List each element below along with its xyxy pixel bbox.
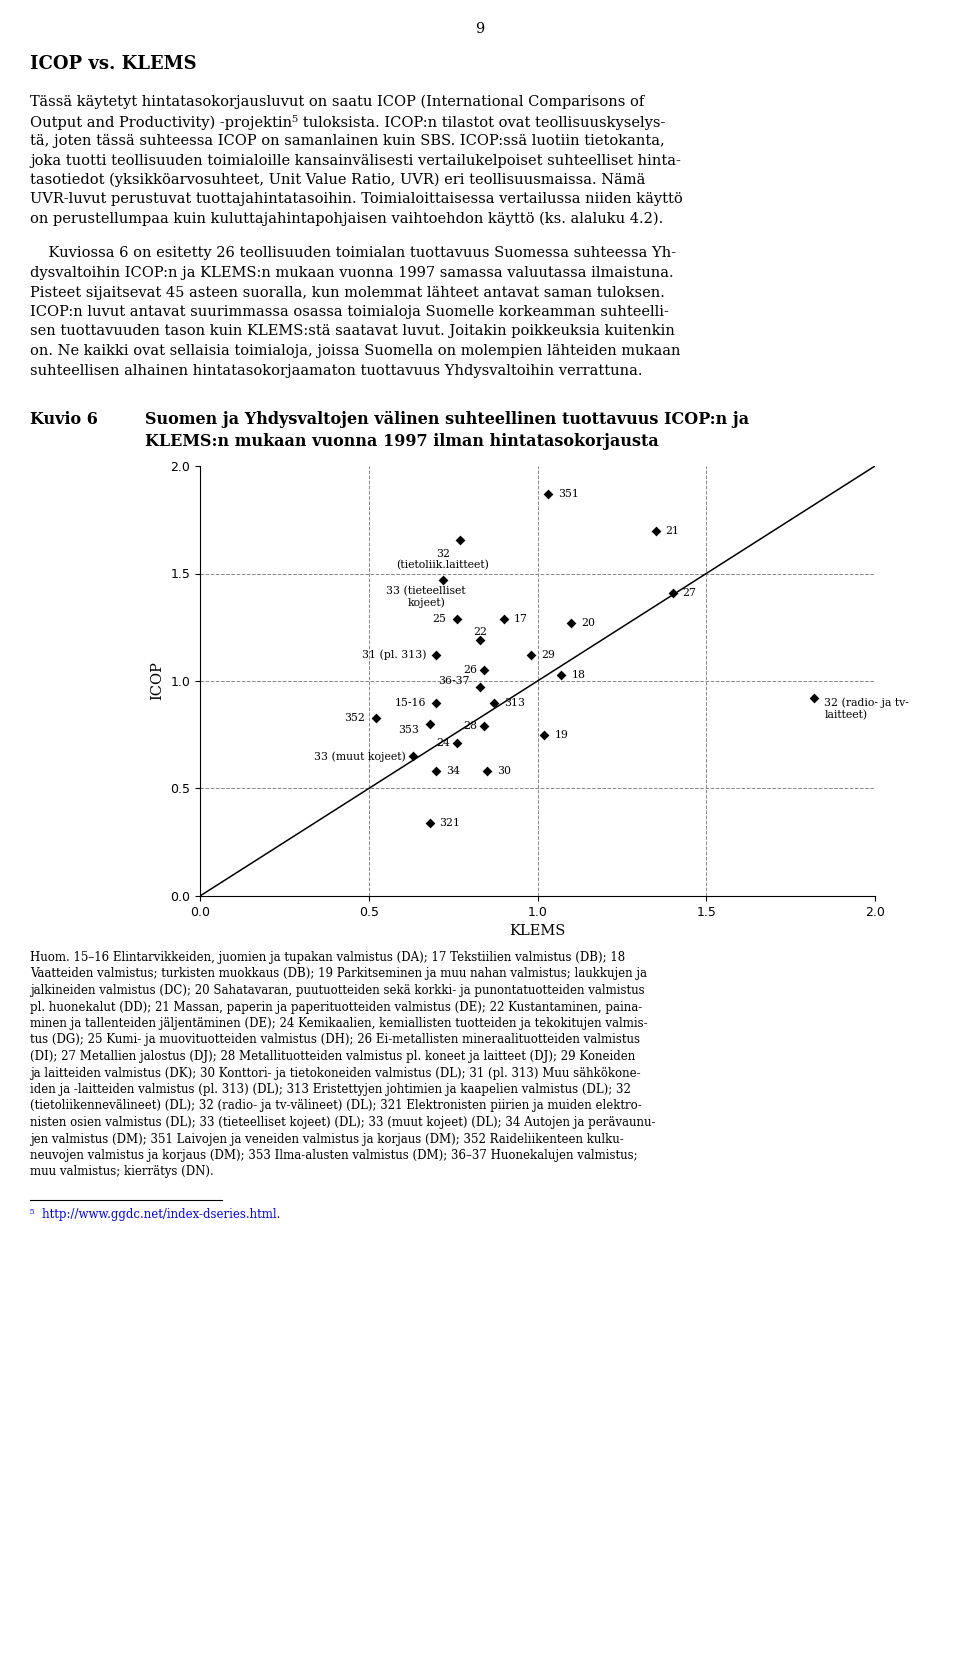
Text: Pisteet sijaitsevat 45 asteen suoralla, kun molemmat lähteet antavat saman tulok: Pisteet sijaitsevat 45 asteen suoralla, …	[30, 286, 665, 299]
Text: ja laitteiden valmistus (DK); 30 Konttori- ja tietokoneiden valmistus (DL); 31 (: ja laitteiden valmistus (DK); 30 Konttor…	[30, 1066, 640, 1079]
Y-axis label: ICOP: ICOP	[151, 662, 165, 700]
Text: 32
(tietoliik.laitteet): 32 (tietoliik.laitteet)	[396, 548, 490, 570]
Point	[564, 610, 579, 637]
Point	[472, 673, 488, 700]
Text: Suomen ja Yhdysvaltojen välinen suhteellinen tuottavuus ICOP:n ja
KLEMS:n mukaan: Suomen ja Yhdysvaltojen välinen suhteell…	[145, 411, 749, 449]
Point	[421, 710, 437, 737]
Point	[523, 642, 539, 668]
Point	[479, 759, 494, 785]
Point	[540, 481, 555, 508]
Text: 18: 18	[571, 670, 586, 680]
Text: 21: 21	[665, 525, 680, 535]
Text: 353: 353	[398, 725, 420, 735]
Text: 352: 352	[345, 712, 366, 722]
Point	[486, 688, 501, 715]
Text: muu valmistus; kierrätys (DN).: muu valmistus; kierrätys (DN).	[30, 1165, 214, 1178]
Text: 22: 22	[473, 627, 487, 637]
Text: jen valmistus (DM); 351 Laivojen ja veneiden valmistus ja korjaus (DM); 352 Raid: jen valmistus (DM); 351 Laivojen ja vene…	[30, 1133, 624, 1146]
Text: 19: 19	[554, 730, 568, 740]
Text: ⁵  http://www.ggdc.net/index-dseries.html.: ⁵ http://www.ggdc.net/index-dseries.html…	[30, 1208, 280, 1222]
Text: tä, joten tässä suhteessa ICOP on samanlainen kuin SBS. ICOP:ssä luotiin tietoka: tä, joten tässä suhteessa ICOP on samanl…	[30, 134, 664, 149]
Text: Tässä käytetyt hintatasokorjausluvut on saatu ICOP (International Comparisons of: Tässä käytetyt hintatasokorjausluvut on …	[30, 95, 644, 109]
Text: on. Ne kaikki ovat sellaisia toimialoja, joissa Suomella on molempien lähteiden : on. Ne kaikki ovat sellaisia toimialoja,…	[30, 344, 681, 358]
Text: 24: 24	[436, 739, 449, 749]
Text: 33 (muut kojeet): 33 (muut kojeet)	[314, 750, 406, 762]
Text: joka tuotti teollisuuden toimialoille kansainvälisesti vertailukelpoiset suhteel: joka tuotti teollisuuden toimialoille ka…	[30, 154, 681, 167]
Text: suhteellisen alhainen hintatasokorjaamaton tuottavuus Yhdysvaltoihin verrattuna.: suhteellisen alhainen hintatasokorjaamat…	[30, 364, 642, 378]
Text: on perustellumpaa kuin kuluttajahintapohjaisen vaihtoehdon käyttö (ks. alaluku 4: on perustellumpaa kuin kuluttajahintapoh…	[30, 212, 663, 226]
Text: pl. huonekalut (DD); 21 Massan, paperin ja paperituotteiden valmistus (DE); 22 K: pl. huonekalut (DD); 21 Massan, paperin …	[30, 1001, 642, 1014]
Text: tus (DG); 25 Kumi- ja muovituotteiden valmistus (DH); 26 Ei-metallisten mineraal: tus (DG); 25 Kumi- ja muovituotteiden va…	[30, 1033, 640, 1046]
Point	[452, 526, 468, 553]
Text: 15-16: 15-16	[395, 697, 426, 707]
Text: Output and Productivity) -projektin⁵ tuloksista. ICOP:n tilastot ovat teollisuus: Output and Productivity) -projektin⁵ tul…	[30, 115, 665, 129]
Text: dysvaltoihin ICOP:n ja KLEMS:n mukaan vuonna 1997 samassa valuutassa ilmaistuna.: dysvaltoihin ICOP:n ja KLEMS:n mukaan vu…	[30, 266, 674, 281]
Text: minen ja tallenteiden jäljentäminen (DE); 24 Kemikaalien, kemiallisten tuotteide: minen ja tallenteiden jäljentäminen (DE)…	[30, 1018, 648, 1029]
Text: 26: 26	[463, 665, 477, 675]
Point	[472, 627, 488, 653]
Point	[428, 688, 444, 715]
X-axis label: KLEMS: KLEMS	[510, 924, 565, 939]
Text: ICOP vs. KLEMS: ICOP vs. KLEMS	[30, 55, 197, 74]
Text: 29: 29	[540, 650, 555, 660]
Point	[496, 605, 512, 632]
Text: (DI); 27 Metallien jalostus (DJ); 28 Metallituotteiden valmistus pl. koneet ja l: (DI); 27 Metallien jalostus (DJ); 28 Met…	[30, 1049, 636, 1063]
Point	[537, 722, 552, 749]
Text: 28: 28	[463, 722, 477, 732]
Text: Huom. 15–16 Elintarvikkeiden, juomien ja tupakan valmistus (DA); 17 Tekstiilien : Huom. 15–16 Elintarvikkeiden, juomien ja…	[30, 951, 625, 964]
Text: 25: 25	[433, 613, 446, 623]
Point	[368, 703, 383, 730]
Point	[476, 714, 492, 740]
Text: 31 (pl. 313): 31 (pl. 313)	[362, 650, 426, 660]
Point	[435, 566, 450, 593]
Text: 313: 313	[504, 697, 525, 707]
Text: nisten osien valmistus (DL); 33 (tieteelliset kojeet) (DL); 33 (muut kojeet) (DL: nisten osien valmistus (DL); 33 (tieteel…	[30, 1116, 656, 1130]
Text: UVR-luvut perustuvat tuottajahintatasoihin. Toimialoittaisessa vertailussa niide: UVR-luvut perustuvat tuottajahintatasoih…	[30, 192, 683, 207]
Text: 32 (radio- ja tv-
laitteet): 32 (radio- ja tv- laitteet)	[825, 698, 909, 720]
Text: 321: 321	[440, 817, 461, 827]
Point	[476, 657, 492, 683]
Text: ICOP:n luvut antavat suurimmassa osassa toimialoja Suomelle korkeamman suhteelli: ICOP:n luvut antavat suurimmassa osassa …	[30, 306, 669, 319]
Point	[648, 516, 663, 543]
Point	[428, 759, 444, 785]
Text: 36-37: 36-37	[439, 677, 470, 687]
Point	[665, 580, 681, 607]
Point	[554, 662, 569, 688]
Text: 30: 30	[497, 767, 511, 777]
Text: iden ja -laitteiden valmistus (pl. 313) (DL); 313 Eristettyjen johtimien ja kaap: iden ja -laitteiden valmistus (pl. 313) …	[30, 1083, 631, 1096]
Text: 17: 17	[514, 613, 528, 623]
Point	[421, 809, 437, 836]
Point	[405, 744, 420, 770]
Text: jalkineiden valmistus (DC); 20 Sahatavaran, puutuotteiden sekä korkki- ja punont: jalkineiden valmistus (DC); 20 Sahatavar…	[30, 984, 644, 998]
Point	[449, 605, 465, 632]
Point	[806, 685, 822, 712]
Text: 33 (tieteelliset
kojeet): 33 (tieteelliset kojeet)	[386, 587, 466, 608]
Text: Kuvio 6: Kuvio 6	[30, 411, 98, 428]
Text: 27: 27	[683, 588, 697, 598]
Text: neuvojen valmistus ja korjaus (DM); 353 Ilma-alusten valmistus (DM); 36–37 Huone: neuvojen valmistus ja korjaus (DM); 353 …	[30, 1150, 637, 1161]
Text: Vaatteiden valmistus; turkisten muokkaus (DB); 19 Parkitseminen ja muu nahan val: Vaatteiden valmistus; turkisten muokkaus…	[30, 968, 647, 981]
Text: 34: 34	[446, 767, 460, 777]
Text: tasotiedot (yksikköarvosuhteet, Unit Value Ratio, UVR) eri teollisuusmaissa. Näm: tasotiedot (yksikköarvosuhteet, Unit Val…	[30, 174, 645, 187]
Text: Kuviossa 6 on esitetty 26 teollisuuden toimialan tuottavuus Suomessa suhteessa Y: Kuviossa 6 on esitetty 26 teollisuuden t…	[30, 247, 676, 261]
Text: 9: 9	[475, 22, 485, 37]
Text: 20: 20	[582, 618, 595, 628]
Point	[428, 642, 444, 668]
Text: 351: 351	[558, 490, 579, 500]
Text: sen tuottavuuden tason kuin KLEMS:stä saatavat luvut. Joitakin poikkeuksia kuite: sen tuottavuuden tason kuin KLEMS:stä sa…	[30, 324, 675, 339]
Point	[449, 730, 465, 757]
Text: (tietoliikennevälineet) (DL); 32 (radio- ja tv-välineet) (DL); 321 Elektronisten: (tietoliikennevälineet) (DL); 32 (radio-…	[30, 1100, 641, 1113]
